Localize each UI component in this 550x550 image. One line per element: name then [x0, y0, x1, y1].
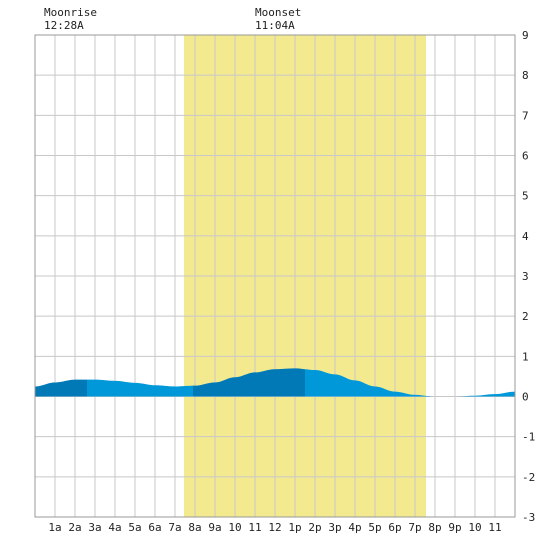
x-tick-label: 9a [208, 521, 221, 534]
moonrise-time: 12:28A [44, 19, 84, 32]
x-axis-tick-labels: 1a 2a 3a 4a 5a 6a 7a 8a 9a 10 11 12 1p 2p 3p 4p 5p 6p 7p 8p… [48, 521, 501, 534]
moonrise-annotation: Moonrise 12:28A [44, 6, 97, 32]
y-tick-label: 3 [522, 270, 529, 283]
y-tick-label: 1 [522, 350, 529, 363]
x-tick-label: 7a [168, 521, 181, 534]
y-tick-label: 4 [522, 230, 529, 243]
tide-area-segment [305, 369, 515, 397]
y-tick-label: -3 [522, 511, 535, 524]
y-tick-label: 8 [522, 69, 529, 82]
tide-series [35, 368, 515, 397]
y-axis-tick-labels: -3 -2 -1 0 1 2 3 4 5 6 7 8 9 [522, 29, 535, 524]
x-tick-label: 8a [188, 521, 201, 534]
x-tick-label: 6p [388, 521, 401, 534]
x-tick-label: 3a [88, 521, 101, 534]
x-tick-label: 1a [48, 521, 61, 534]
y-tick-label: 7 [522, 109, 529, 122]
x-tick-label: 11 [488, 521, 501, 534]
plot-frame [34, 34, 516, 518]
y-tick-label: 6 [522, 150, 529, 163]
x-tick-label: 1p [288, 521, 301, 534]
x-tick-label: 8p [428, 521, 441, 534]
x-tick-label: 10 [468, 521, 481, 534]
y-tick-label: 0 [522, 391, 529, 404]
moonrise-label: Moonrise [44, 6, 97, 19]
x-tick-label: 9p [448, 521, 461, 534]
moonset-time: 11:04A [255, 19, 295, 32]
y-tick-label: -2 [522, 471, 535, 484]
tide-area-segment [193, 368, 305, 397]
tide-area-segment [35, 379, 87, 397]
x-tick-label: 5p [368, 521, 381, 534]
x-tick-label: 3p [328, 521, 341, 534]
horizontal-gridlines [35, 74, 515, 478]
moonset-annotation: Moonset 11:04A [255, 6, 301, 32]
x-tick-label: 2a [68, 521, 81, 534]
x-tick-label: 7p [408, 521, 421, 534]
y-tick-label: 9 [522, 29, 529, 42]
tide-area-segment [87, 379, 193, 397]
x-tick-label: 2p [308, 521, 321, 534]
x-tick-label: 6a [148, 521, 161, 534]
moonset-label: Moonset [255, 6, 302, 19]
x-tick-label: 5a [128, 521, 141, 534]
y-tick-label: 2 [522, 310, 529, 323]
x-tick-label: 10 [228, 521, 241, 534]
y-tick-label: -1 [522, 431, 535, 444]
x-tick-label: 4a [108, 521, 121, 534]
x-tick-label: 4p [348, 521, 361, 534]
y-tick-label: 5 [522, 190, 529, 203]
x-tick-label: 12 [268, 521, 281, 534]
x-tick-label: 11 [248, 521, 261, 534]
